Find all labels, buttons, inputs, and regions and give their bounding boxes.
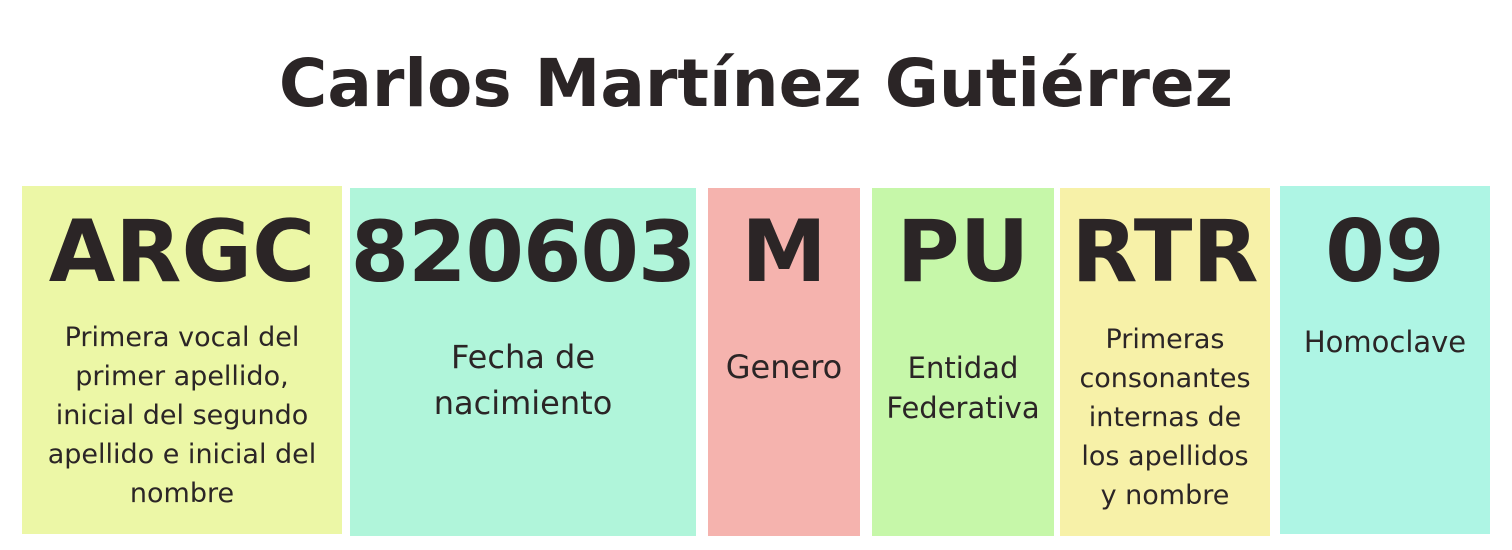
rfc-segment-homoclave: 09 Homoclave (1280, 186, 1490, 534)
rfc-segment-gender: M Genero (708, 188, 860, 536)
segment-description: Primeras consonantes internas de los ape… (1079, 324, 1251, 511)
rfc-segment-initials: ARGC Primera vocal del primer apellido, … (22, 186, 342, 534)
segment-code: 820603 (350, 203, 697, 301)
rfc-segment-consonants: RTR Primeras consonantes internas de los… (1060, 188, 1270, 536)
rfc-segment-birthdate: 820603 Fecha de nacimiento (350, 188, 696, 536)
segment-description: Entidad Federativa (886, 351, 1040, 425)
segment-description: Primera vocal del primer apellido, inici… (47, 322, 317, 509)
segment-description: Fecha de nacimiento (433, 338, 613, 422)
segment-code: RTR (1071, 202, 1259, 302)
rfc-segment-state: PU Entidad Federativa (872, 188, 1054, 536)
segment-code: M (741, 202, 827, 302)
segment-code: 09 (1325, 202, 1445, 302)
segment-code: ARGC (48, 202, 316, 302)
segment-description: Homoclave (1303, 325, 1467, 359)
person-name-title: Carlos Martínez Gutiérrez (278, 45, 1234, 122)
segment-code: PU (896, 202, 1030, 302)
segment-description: Genero (725, 348, 843, 386)
